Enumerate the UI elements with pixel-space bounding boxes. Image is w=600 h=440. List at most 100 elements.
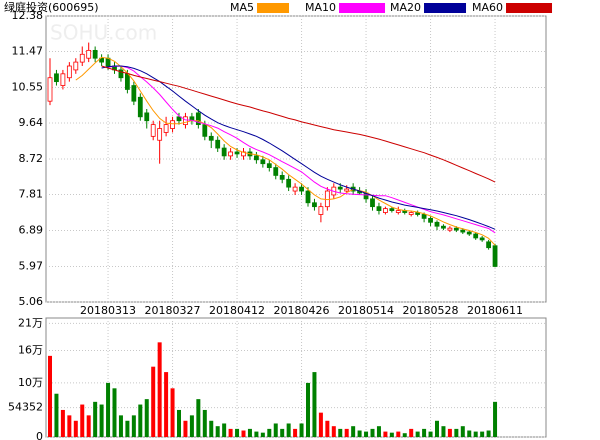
- volume-bar: [228, 428, 233, 437]
- volume-bar: [60, 409, 65, 437]
- volume-bar: [202, 409, 207, 437]
- candle-body: [312, 202, 317, 208]
- volume-bar: [222, 423, 227, 437]
- candle-body: [99, 57, 104, 63]
- candle-body: [389, 208, 395, 211]
- volume-bar: [189, 415, 194, 437]
- volume-bar: [80, 404, 85, 437]
- volume-bar: [112, 388, 117, 437]
- candle-body: [460, 229, 466, 233]
- volume-bar: [93, 401, 98, 437]
- volume-bar: [267, 428, 272, 437]
- volume-bar: [473, 431, 478, 437]
- candle-body: [73, 61, 79, 71]
- volume-bar: [447, 428, 452, 437]
- volume-bar: [376, 426, 381, 437]
- candle-body: [286, 178, 292, 188]
- candle-body: [202, 124, 208, 137]
- candle-body: [228, 151, 234, 157]
- candle-body: [486, 241, 492, 249]
- candle-body: [131, 85, 137, 102]
- volume-bar: [480, 431, 485, 437]
- candle-body: [176, 116, 182, 122]
- candle-body: [479, 237, 485, 241]
- candle-body: [47, 77, 53, 102]
- y-tick-label: 7.81: [19, 188, 44, 201]
- candle-body: [337, 186, 343, 190]
- volume-bar: [293, 428, 298, 437]
- volume-bar: [247, 428, 252, 437]
- volume-bar: [389, 432, 394, 437]
- volume-bar: [125, 420, 130, 437]
- y-tick-label: 5.06: [19, 295, 44, 308]
- volume-bar: [441, 426, 446, 437]
- candle-body: [318, 206, 324, 215]
- volume-bar: [106, 382, 111, 437]
- candle-body: [279, 175, 285, 180]
- volume-tick-label: 54352: [8, 401, 43, 414]
- candle-body: [447, 227, 453, 231]
- candle-body: [215, 139, 221, 149]
- candle-body: [266, 163, 272, 168]
- candle-body: [421, 214, 427, 219]
- candle-body: [492, 245, 498, 267]
- volume-bar: [48, 355, 52, 437]
- volume-bar: [183, 420, 188, 437]
- candle-body: [170, 120, 175, 129]
- candle-body: [208, 135, 214, 141]
- candle-body: [79, 53, 85, 63]
- volume-bar: [415, 431, 420, 437]
- volume-tick-label: 21万: [18, 316, 43, 329]
- candle-body: [144, 112, 150, 122]
- volume-bar: [402, 433, 407, 437]
- volume-bar: [177, 409, 181, 437]
- volume-bar: [409, 428, 414, 437]
- volume-bar: [383, 431, 388, 437]
- ma-line: [108, 65, 496, 234]
- volume-bar: [99, 404, 104, 437]
- watermark: SOHU.com: [50, 21, 157, 45]
- candle-body: [305, 190, 311, 204]
- x-tick-label: 20180514: [338, 304, 394, 317]
- volume-bar: [273, 423, 278, 437]
- volume-bar: [331, 426, 336, 437]
- volume-bar: [306, 382, 310, 437]
- volume-bar: [493, 401, 498, 437]
- legend-swatch: [339, 3, 386, 13]
- volume-bar: [254, 431, 259, 437]
- candle-body: [60, 73, 66, 86]
- legend-label: MA10: [305, 1, 336, 14]
- candle-body: [428, 217, 433, 223]
- candle-body: [441, 225, 446, 229]
- volume-bar: [286, 423, 291, 437]
- volume-bar: [435, 420, 439, 437]
- volume-bar: [422, 428, 427, 437]
- candle-body: [292, 186, 298, 192]
- candle-body: [163, 124, 169, 133]
- legend-swatch: [424, 3, 467, 13]
- x-tick-label: 20180412: [209, 304, 265, 317]
- candle-body: [382, 208, 388, 213]
- candle-body: [473, 233, 479, 239]
- y-tick-label: 8.72: [19, 152, 44, 165]
- volume-bar: [396, 431, 401, 437]
- volume-tick-label: 16万: [18, 343, 43, 356]
- legend-label: MA60: [472, 1, 503, 14]
- volume-bar: [364, 431, 369, 437]
- volume-tick-label: 10万: [18, 376, 43, 389]
- volume-bar: [351, 426, 356, 437]
- volume-bar: [260, 432, 265, 437]
- candle-body: [86, 49, 92, 59]
- volume-bar: [67, 415, 72, 437]
- candle-body: [434, 221, 440, 227]
- volume-bar: [138, 404, 143, 437]
- volume-bar: [486, 430, 491, 437]
- candle-body: [157, 128, 163, 141]
- volume-bar: [215, 426, 220, 437]
- volume-bar: [54, 393, 59, 437]
- candle-body: [66, 65, 72, 79]
- candle-body: [92, 49, 98, 59]
- candle-body: [466, 231, 472, 235]
- candle-body: [273, 167, 279, 176]
